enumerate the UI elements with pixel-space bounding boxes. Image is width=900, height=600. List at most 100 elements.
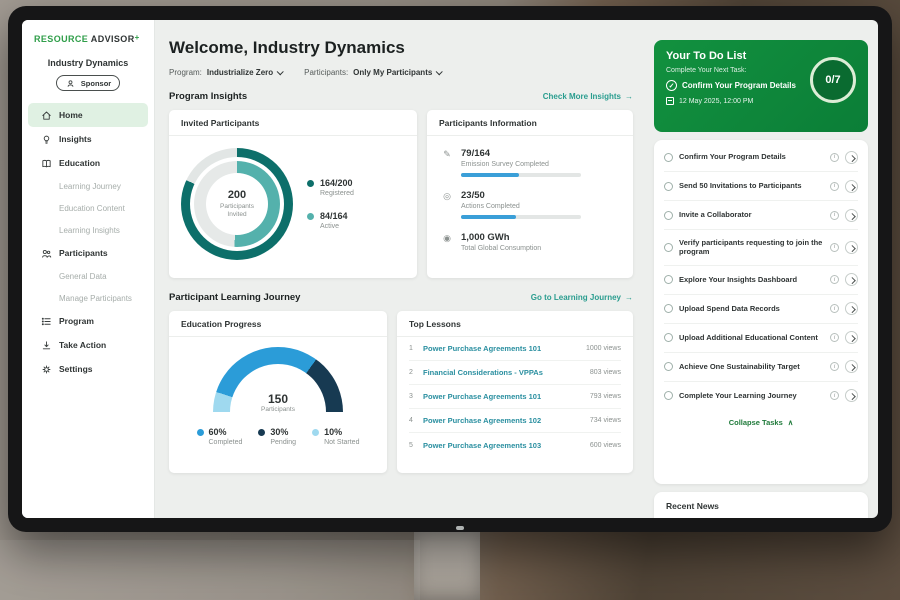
org-name: Industry Dynamics (47, 58, 129, 68)
gauge-chart-body: 150 Participants 60% Completed (169, 337, 387, 446)
info-icon: i (830, 362, 839, 371)
chevron-right-icon[interactable] (845, 331, 858, 344)
info-card-body: ✎ 79/164 Emission Survey Completed ◎ (427, 136, 633, 277)
task-checkbox[interactable] (664, 362, 673, 371)
task-row-upload-spend-data[interactable]: Upload Spend Data Records i (664, 295, 858, 324)
lesson-row[interactable]: 5 Power Purchase Agreements 103 600 view… (409, 433, 621, 457)
sidebar-item-education-content[interactable]: Education Content (28, 197, 148, 219)
task-row-confirm-program[interactable]: Confirm Your Program Details i (664, 143, 858, 172)
task-row-send-invitations[interactable]: Send 50 Invitations to Participants i (664, 172, 858, 201)
task-checkbox[interactable] (664, 152, 673, 162)
legend-completed: 60% Completed (196, 427, 242, 446)
chevron-right-icon[interactable] (845, 208, 858, 222)
lesson-title-link[interactable]: Power Purchase Agreements 101 (423, 344, 542, 353)
lesson-row[interactable]: 1 Power Purchase Agreements 101 1000 vie… (409, 337, 621, 361)
chevron-right-icon[interactable] (845, 302, 858, 315)
invited-participants-card: Invited Participants 200 Participants In… (169, 110, 417, 278)
logo-advisor: ADVISOR (90, 34, 135, 44)
todo-title: Your To Do List (666, 50, 747, 62)
info-icon: i (830, 333, 839, 342)
chevron-right-icon[interactable] (845, 360, 858, 373)
sponsor-badge[interactable]: Sponsor (56, 75, 120, 91)
task-checkbox[interactable] (664, 275, 673, 284)
stat-emission-survey: ✎ 79/164 Emission Survey Completed (441, 148, 619, 177)
task-row-explore-insights[interactable]: Explore Your Insights Dashboard i (664, 266, 858, 295)
program-filter: Program: Industrialize Zero (169, 68, 284, 77)
task-checkbox[interactable] (664, 304, 673, 313)
education-icon (40, 157, 52, 169)
sidebar-item-learning-insights[interactable]: Learning Insights (28, 219, 148, 241)
sidebar-item-general-data[interactable]: General Data (28, 265, 148, 287)
todo-next-task[interactable]: ✓ Confirm Your Program Details (666, 80, 856, 91)
card-title: Participants Information (427, 110, 633, 136)
task-checkbox[interactable] (664, 333, 673, 342)
person-icon (65, 77, 77, 89)
insights-icon (40, 133, 52, 145)
top-lessons-card: Top Lessons 1 Power Purchase Agreements … (397, 311, 633, 473)
participants-select[interactable]: Only My Participants (353, 68, 444, 77)
sidebar-item-home[interactable]: Home (28, 103, 148, 127)
lesson-title-link[interactable]: Power Purchase Agreements 101 (423, 392, 542, 401)
lesson-title-link[interactable]: Financial Considerations - VPPAs (423, 368, 543, 377)
lesson-rank: 5 (409, 441, 413, 449)
task-label: Upload Spend Data Records (679, 303, 780, 313)
sidebar-item-education[interactable]: Education (28, 151, 148, 175)
chevron-right-icon[interactable] (845, 150, 858, 164)
program-select[interactable]: Industrialize Zero (206, 68, 284, 77)
task-label: Send 50 Invitations to Participants (679, 181, 802, 191)
task-row-invite-collaborator[interactable]: Invite a Collaborator i (664, 201, 858, 230)
chevron-right-icon[interactable] (845, 389, 858, 402)
stat-label: Total Global Consumption (461, 245, 542, 252)
donut-legend: 164/200 Registered 84/164 Active (307, 178, 354, 230)
education-gauge-chart: 150 Participants (213, 347, 343, 413)
lesson-title-link[interactable]: Power Purchase Agreements 102 (423, 416, 542, 425)
stat-value: 79/164 (461, 148, 491, 159)
collapse-tasks-link[interactable]: Collapse Tasks ∧ (664, 410, 858, 431)
sidebar-item-label: Education (59, 158, 101, 168)
lessons-list: 1 Power Purchase Agreements 101 1000 vie… (397, 337, 633, 457)
task-checkbox[interactable] (664, 242, 673, 252)
stat-label: Actions Completed (461, 203, 520, 210)
sidebar: RESOURCE ADVISOR+ Industry Dynamics Spon… (22, 20, 155, 518)
sidebar-item-learning-journey[interactable]: Learning Journey (28, 175, 148, 197)
task-checkbox[interactable] (664, 391, 673, 400)
task-label: Verify participants requesting to join t… (679, 237, 823, 257)
lesson-row[interactable]: 2 Financial Considerations - VPPAs 803 v… (409, 361, 621, 385)
task-label: Achieve One Sustainability Target (679, 361, 800, 371)
sidebar-item-participants[interactable]: Participants (28, 241, 148, 265)
program-filter-label: Program: (169, 68, 202, 77)
lesson-title-link[interactable]: Power Purchase Agreements 103 (423, 440, 542, 450)
lesson-views: 600 views (589, 441, 621, 449)
task-row-complete-learning-journey[interactable]: Complete Your Learning Journey i (664, 382, 858, 410)
todo-subtitle: Complete Your Next Task: (666, 67, 747, 74)
sidebar-item-settings[interactable]: Settings (28, 357, 148, 381)
task-row-verify-participants[interactable]: Verify participants requesting to join t… (664, 230, 858, 266)
main-content: Welcome, Industry Dynamics Program: Indu… (155, 20, 643, 518)
go-to-learning-journey-link[interactable]: Go to Learning Journey → (531, 293, 633, 302)
lesson-row[interactable]: 4 Power Purchase Agreements 102 734 view… (409, 409, 621, 433)
link-label: Check More Insights (542, 92, 621, 101)
sidebar-item-program[interactable]: Program (28, 309, 148, 333)
legend-pending: 30% Pending (258, 427, 296, 446)
sidebar-item-manage-participants[interactable]: Manage Participants (28, 287, 148, 309)
chevron-right-icon[interactable] (845, 273, 858, 286)
stat-actions-completed: ◎ 23/50 Actions Completed (441, 190, 619, 219)
recent-news-card: Recent News (654, 492, 868, 518)
program-icon (40, 315, 52, 327)
monitor-stand (414, 532, 480, 600)
sidebar-item-insights[interactable]: Insights (28, 127, 148, 151)
task-row-achieve-target[interactable]: Achieve One Sustainability Target i (664, 353, 858, 382)
sidebar-item-take-action[interactable]: Take Action (28, 333, 148, 357)
task-checkbox[interactable] (664, 181, 673, 191)
task-row-upload-educational-content[interactable]: Upload Additional Educational Content i (664, 324, 858, 353)
check-more-insights-link[interactable]: Check More Insights → (543, 92, 633, 101)
section-title: Participant Learning Journey (169, 292, 301, 303)
program-select-value: Industrialize Zero (206, 68, 274, 77)
sidebar-nav: Home Insights Education Learning Journey (22, 103, 154, 381)
todo-summary-card: Your To Do List Complete Your Next Task:… (654, 40, 868, 132)
lesson-row[interactable]: 3 Power Purchase Agreements 101 793 view… (409, 385, 621, 409)
task-checkbox[interactable] (664, 210, 673, 220)
chevron-right-icon[interactable] (845, 179, 858, 193)
chevron-right-icon[interactable] (845, 240, 858, 254)
legend-dot (312, 429, 320, 436)
